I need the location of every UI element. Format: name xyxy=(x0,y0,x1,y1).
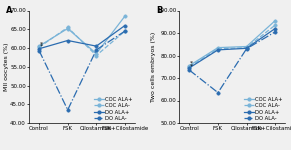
Text: *: * xyxy=(40,44,43,49)
Legend: COC ALA+, COC ALA-, DO ALA+, DO ALA-: COC ALA+, COC ALA-, DO ALA+, DO ALA- xyxy=(93,96,134,122)
Text: *: * xyxy=(190,61,193,66)
Text: *: * xyxy=(40,42,43,47)
Legend: COC ALA+, COC ALA-, DO ALA+, DO ALA-: COC ALA+, COC ALA-, DO ALA+, DO ALA- xyxy=(243,96,284,122)
Text: *: * xyxy=(190,63,193,68)
Text: B: B xyxy=(156,6,162,15)
Text: A: A xyxy=(6,6,12,15)
Y-axis label: Two cells embryos (%): Two cells embryos (%) xyxy=(150,32,155,102)
Y-axis label: MII oocytes (%): MII oocytes (%) xyxy=(4,42,9,91)
